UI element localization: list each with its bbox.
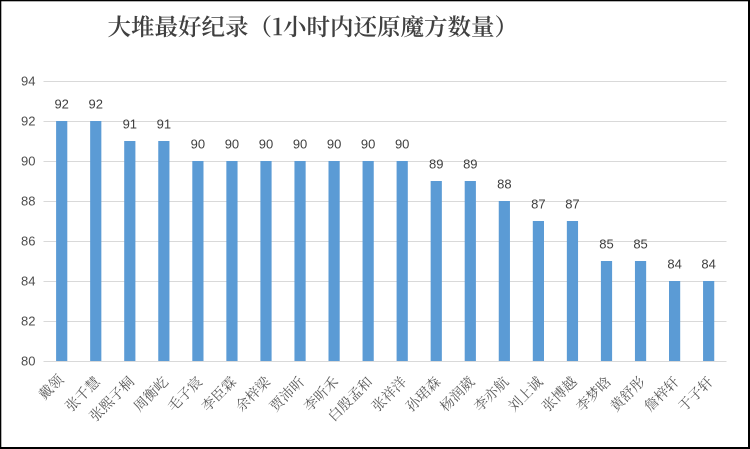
- svg-text:90: 90: [327, 137, 341, 152]
- svg-text:91: 91: [123, 117, 137, 132]
- svg-text:86: 86: [21, 234, 35, 249]
- svg-text:84: 84: [667, 257, 681, 272]
- svg-text:90: 90: [395, 137, 409, 152]
- svg-text:90: 90: [225, 137, 239, 152]
- svg-text:90: 90: [259, 137, 273, 152]
- svg-text:90: 90: [21, 154, 35, 169]
- svg-text:84: 84: [701, 257, 715, 272]
- svg-text:89: 89: [463, 157, 477, 172]
- svg-text:85: 85: [633, 237, 647, 252]
- svg-text:88: 88: [497, 177, 511, 192]
- svg-text:92: 92: [54, 97, 68, 112]
- svg-text:94: 94: [21, 74, 35, 89]
- svg-text:87: 87: [531, 197, 545, 212]
- svg-text:90: 90: [191, 137, 205, 152]
- svg-text:90: 90: [361, 137, 375, 152]
- svg-text:89: 89: [429, 157, 443, 172]
- svg-text:91: 91: [157, 117, 171, 132]
- svg-text:87: 87: [565, 197, 579, 212]
- svg-text:82: 82: [21, 314, 35, 329]
- svg-text:90: 90: [293, 137, 307, 152]
- svg-text:88: 88: [21, 194, 35, 209]
- svg-text:92: 92: [89, 97, 103, 112]
- svg-text:80: 80: [21, 354, 35, 369]
- svg-text:92: 92: [21, 114, 35, 129]
- svg-text:85: 85: [599, 237, 613, 252]
- svg-text:84: 84: [21, 274, 35, 289]
